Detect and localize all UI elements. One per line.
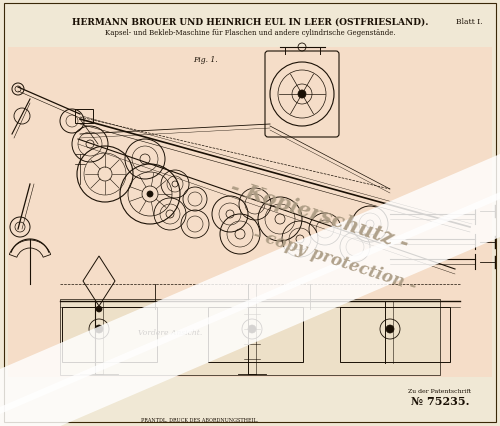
Circle shape: [298, 91, 306, 99]
Text: - copy protection -: - copy protection -: [251, 225, 419, 294]
Circle shape: [248, 325, 256, 333]
Bar: [8, 48, 492, 377]
Text: PRANTDL, DRUCK DES ABORDNUNGSTHEIL.: PRANTDL, DRUCK DES ABORDNUNGSTHEIL.: [142, 417, 258, 421]
Text: - Kopierschutz -: - Kopierschutz -: [228, 176, 412, 253]
Text: Vordere Ansicht.: Vordere Ansicht.: [138, 328, 202, 336]
Text: Blatt I.: Blatt I.: [456, 18, 483, 26]
Circle shape: [386, 325, 394, 333]
Bar: [208, 307, 303, 362]
Bar: [75, 110, 93, 124]
Text: Zu der Patentschrift: Zu der Patentschrift: [408, 389, 472, 394]
Text: HERMANN BROUER UND HEINRICH EUL IN LEER (OSTFRIESLAND).: HERMANN BROUER UND HEINRICH EUL IN LEER …: [72, 17, 428, 26]
Circle shape: [95, 325, 103, 333]
Bar: [62, 307, 157, 362]
Bar: [60, 299, 440, 375]
Text: Kapsel- und Bekleb-Maschine für Flaschen und andere cylindrische Gegenstände.: Kapsel- und Bekleb-Maschine für Flaschen…: [104, 29, 396, 37]
Text: № 75235.: № 75235.: [411, 396, 469, 406]
Text: Fig. 1.: Fig. 1.: [192, 56, 218, 64]
Circle shape: [147, 192, 153, 198]
Circle shape: [96, 306, 102, 312]
Polygon shape: [0, 193, 500, 426]
Bar: [340, 307, 450, 362]
Polygon shape: [0, 155, 500, 414]
